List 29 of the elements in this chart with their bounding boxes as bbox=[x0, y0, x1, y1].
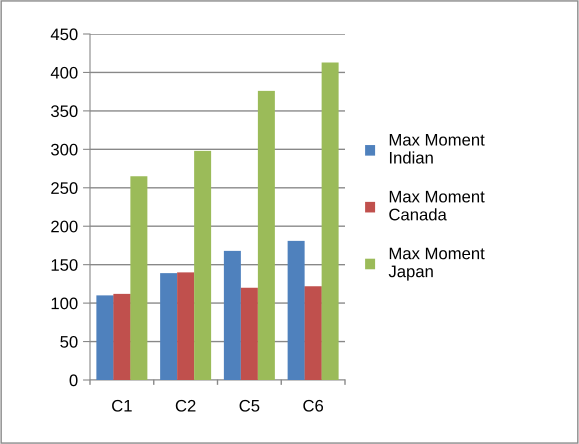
bar bbox=[304, 286, 322, 380]
bar bbox=[160, 273, 178, 380]
legend-label: Max Moment Japan bbox=[388, 248, 485, 281]
y-tick-label: 250 bbox=[51, 182, 78, 194]
bar bbox=[113, 294, 130, 380]
bar bbox=[288, 240, 305, 380]
bar bbox=[258, 90, 275, 380]
x-tick-label: C2 bbox=[176, 400, 196, 412]
y-tick-label: 300 bbox=[51, 144, 78, 156]
bar bbox=[322, 62, 339, 380]
y-tick-label: 350 bbox=[51, 105, 78, 118]
y-tick-label: 100 bbox=[52, 298, 78, 310]
bar bbox=[240, 288, 258, 380]
y-tick-label: 50 bbox=[60, 336, 78, 348]
bar bbox=[130, 176, 148, 380]
x-tick-label: C5 bbox=[240, 400, 260, 412]
y-tick-label: 200 bbox=[51, 220, 78, 232]
y-tick-label: 150 bbox=[52, 259, 78, 271]
bar bbox=[224, 250, 241, 380]
y-tick-label: 400 bbox=[50, 66, 78, 79]
x-tick-label: C6 bbox=[303, 400, 324, 412]
bar bbox=[194, 150, 212, 380]
y-tick-label: 450 bbox=[50, 28, 78, 40]
x-tick-label: C1 bbox=[112, 400, 132, 412]
legend-label: Max Moment Canada bbox=[389, 190, 485, 220]
bar bbox=[177, 272, 194, 380]
legend-label: Max Moment Indian bbox=[390, 134, 485, 164]
bar bbox=[96, 295, 114, 380]
y-tick-label: 0 bbox=[70, 374, 78, 386]
